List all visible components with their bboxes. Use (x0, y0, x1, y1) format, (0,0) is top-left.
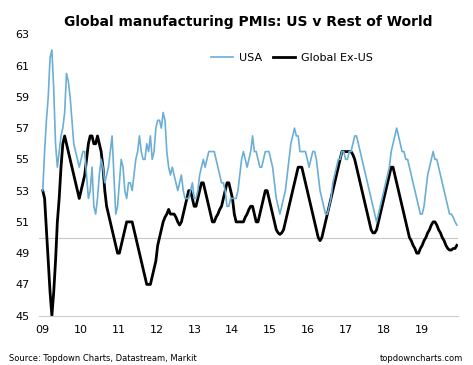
Global Ex-US (40, 188, 45, 193)
Global Ex-US (397, 196, 403, 201)
Text: Source: Topdown Charts, Datastream, Markit: Source: Topdown Charts, Datastream, Mark… (9, 354, 197, 363)
USA (350, 142, 356, 146)
USA (395, 134, 401, 138)
Legend: USA, Global Ex-US: USA, Global Ex-US (206, 48, 377, 67)
Global Ex-US (148, 282, 153, 287)
Global Ex-US (370, 231, 376, 235)
Global Ex-US (62, 134, 68, 138)
USA (310, 149, 315, 154)
USA (148, 134, 153, 138)
USA (146, 149, 151, 154)
USA (40, 188, 45, 193)
USA (368, 196, 374, 201)
Global Ex-US (454, 243, 460, 247)
Title: Global manufacturing PMIs: US v Rest of World: Global manufacturing PMIs: US v Rest of … (64, 15, 433, 29)
Global Ex-US (49, 314, 55, 318)
Global Ex-US (352, 157, 358, 162)
Text: topdowncharts.com: topdowncharts.com (380, 354, 464, 363)
Global Ex-US (312, 220, 317, 224)
Line: Global Ex-US: Global Ex-US (43, 136, 457, 316)
USA (454, 223, 460, 227)
USA (49, 48, 55, 52)
Global Ex-US (149, 274, 155, 279)
Line: USA: USA (43, 50, 457, 225)
